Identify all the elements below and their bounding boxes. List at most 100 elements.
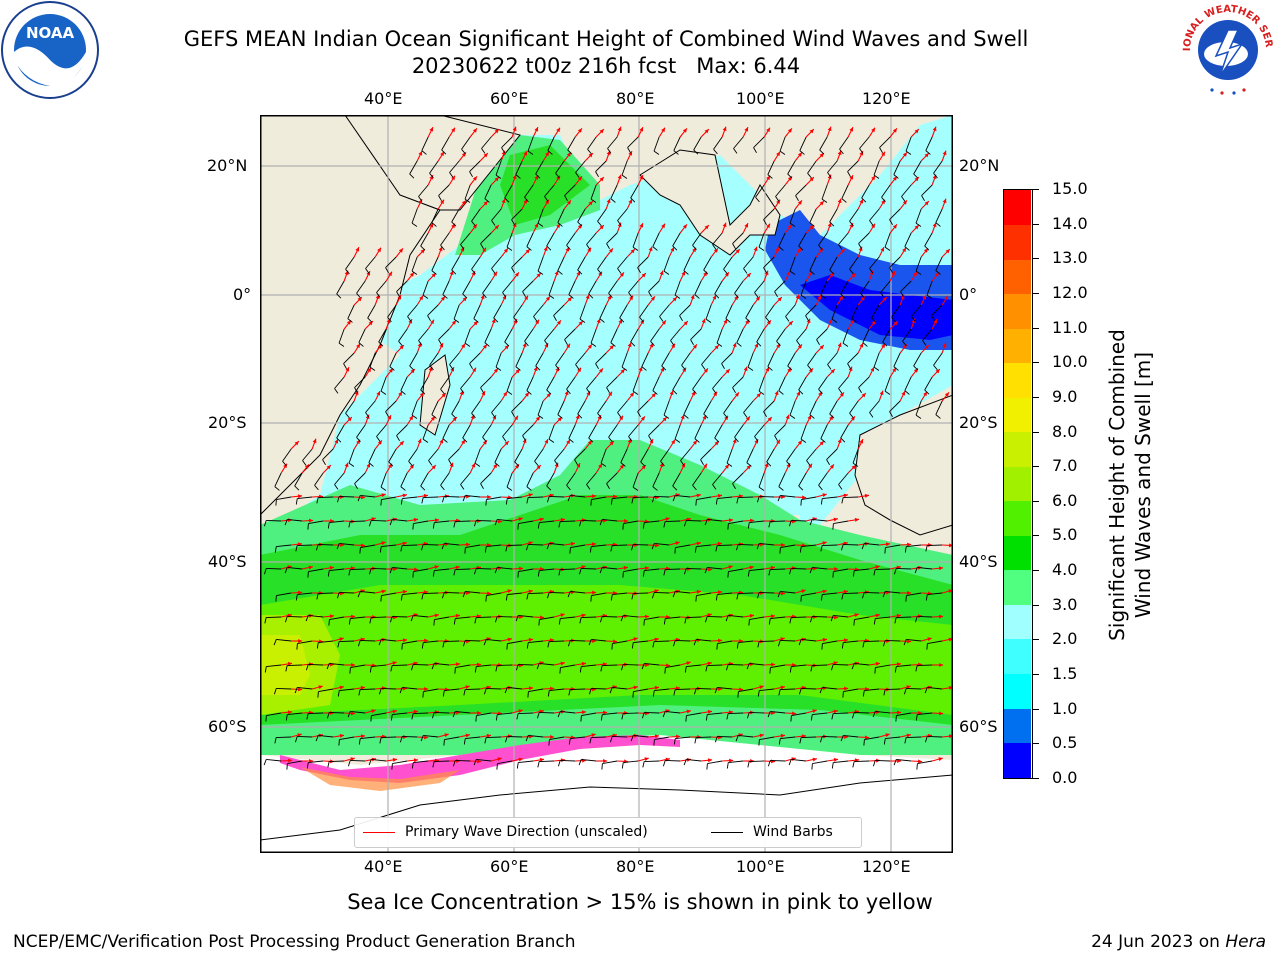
wave-arrow-head — [339, 685, 344, 690]
wind-barb-staff — [434, 760, 450, 762]
wave-arrow-head — [628, 151, 633, 156]
wave-arrow-head — [392, 709, 397, 714]
wind-barb-staff — [602, 616, 618, 618]
wind-barb-staff — [518, 712, 534, 714]
wind-barb-staff — [623, 520, 639, 525]
colorbar-segment — [1004, 190, 1031, 226]
wave-arrow-head — [361, 495, 366, 500]
wind-barb-staff — [675, 736, 691, 740]
wave-arrow-head — [682, 128, 687, 133]
wave-arrow-head — [870, 367, 875, 372]
wind-barb-feather — [743, 412, 748, 418]
wind-barb-staff — [780, 640, 796, 642]
wind-barb-staff — [829, 400, 838, 415]
wind-barb-feather — [590, 198, 597, 203]
wave-arrow-head — [556, 320, 561, 325]
wind-barb-feather — [505, 594, 508, 601]
wind-barb-staff — [734, 424, 744, 438]
wave-arrow-head — [907, 542, 912, 547]
wave-arrow-head — [326, 465, 331, 470]
wind-barb-staff — [408, 448, 418, 462]
wind-barb-staff — [460, 232, 471, 245]
wind-barb-staff — [549, 542, 565, 546]
wind-barb-staff — [339, 496, 355, 498]
wind-barb-staff — [568, 424, 576, 439]
wind-barb-staff — [680, 448, 691, 461]
wind-barb-staff — [913, 352, 922, 367]
wind-barb-feather — [555, 364, 560, 371]
wave-arrow-head — [287, 661, 293, 666]
wind-barb-staff — [411, 400, 418, 416]
wind-barb-staff — [570, 590, 586, 594]
wind-barb-feather — [641, 712, 645, 719]
wave-arrow-head — [512, 126, 517, 132]
wind-barb-feather — [481, 148, 486, 154]
wave-arrow-head — [419, 392, 424, 397]
wind-barb-staff — [591, 736, 607, 738]
wave-arrow-head — [298, 590, 303, 595]
wave-arrow-head — [809, 225, 814, 230]
wind-barb-staff — [560, 710, 576, 714]
wave-arrow-head — [829, 464, 834, 469]
wind-barb-feather — [473, 520, 477, 527]
wave-arrow-head — [620, 369, 625, 374]
wind-barb-feather — [746, 663, 750, 670]
wave-arrow-head — [608, 248, 613, 253]
wind-barb-feather — [732, 483, 736, 490]
colorbar-tick-mark — [1033, 466, 1039, 468]
lat-label-right-20n: 20°N — [959, 156, 1000, 175]
wind-barb-feather — [365, 412, 370, 418]
wind-barb-feather — [566, 388, 571, 395]
wind-barb-feather — [785, 316, 790, 322]
wind-barb-feather — [429, 364, 434, 371]
legend-wave-direction: Primary Wave Direction (unscaled) — [363, 824, 648, 840]
wave-arrow-head — [712, 295, 717, 300]
wind-barb-feather — [641, 366, 647, 371]
wind-barb-feather — [401, 643, 403, 650]
wind-barb-staff — [917, 616, 933, 618]
wind-barb-feather — [630, 197, 636, 203]
wave-arrow-head — [822, 493, 827, 498]
wind-barb-feather — [925, 545, 928, 552]
wind-barb-feather — [546, 543, 550, 550]
wind-barb-feather — [600, 665, 603, 672]
wave-arrow-head — [399, 345, 404, 350]
wind-barb-staff — [843, 592, 859, 594]
wind-barb-feather — [588, 437, 594, 443]
wind-barb-staff — [681, 352, 691, 366]
wave-arrow-head — [554, 462, 559, 468]
wave-arrow-head — [797, 344, 802, 349]
wind-barb-feather — [862, 641, 865, 648]
wave-arrow-head — [786, 271, 791, 276]
wind-barb-feather — [681, 364, 686, 371]
wave-arrow-head — [797, 200, 802, 205]
wind-barb-staff — [786, 448, 796, 462]
wind-barb-feather — [662, 760, 666, 767]
wind-barb-feather — [496, 763, 498, 770]
wind-barb-staff — [528, 640, 544, 644]
wind-barb-staff — [628, 424, 639, 437]
wind-barb-feather — [809, 414, 815, 419]
wind-barb-feather — [389, 519, 393, 526]
wind-barb-feather — [315, 544, 319, 551]
wind-barb-staff — [602, 760, 618, 765]
wind-barb-feather — [809, 616, 813, 623]
wind-barb-feather — [893, 174, 899, 179]
wind-barb-feather — [317, 691, 319, 698]
wind-barb-feather — [347, 711, 351, 718]
wind-barb-staff — [581, 520, 597, 522]
wave-arrow-head — [776, 439, 780, 445]
wave-arrow-head — [309, 518, 314, 523]
wave-arrow-head — [746, 273, 751, 278]
wind-barb-staff — [692, 472, 702, 486]
wave-arrow-head — [686, 661, 691, 666]
wind-barb-staff — [917, 712, 933, 716]
wind-barb-staff — [429, 352, 439, 366]
wave-arrow-head — [399, 441, 404, 446]
wind-barb-feather — [915, 270, 922, 275]
wind-barb-feather — [515, 615, 519, 622]
wind-barb-staff — [557, 400, 565, 415]
wind-barb-staff — [696, 688, 712, 690]
wind-barb-staff — [570, 494, 586, 498]
wind-barb-staff — [471, 400, 481, 414]
